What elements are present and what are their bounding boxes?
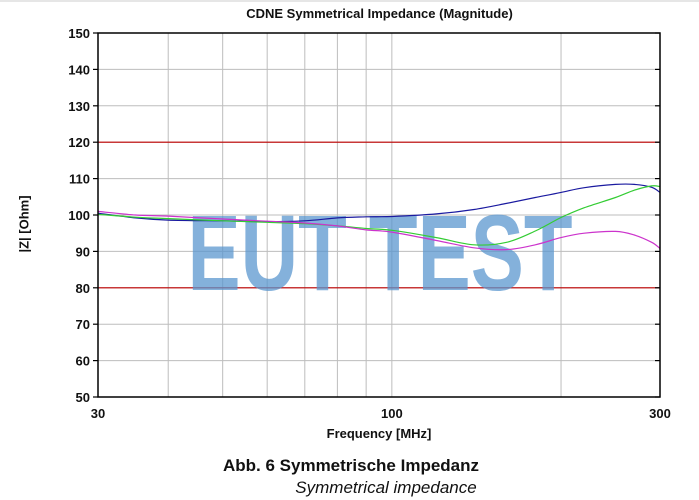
y-tick-label: 120 bbox=[68, 135, 90, 150]
y-tick-label: 70 bbox=[76, 317, 90, 332]
y-tick-label: 100 bbox=[68, 208, 90, 223]
x-tick-label: 300 bbox=[649, 406, 671, 421]
x-axis-ticks: 30 100 300 bbox=[91, 406, 671, 421]
y-tick-label: 140 bbox=[68, 62, 90, 77]
data-series bbox=[97, 183, 661, 251]
chart-title: CDNE Symmetrical Impedance (Magnitude) bbox=[246, 6, 513, 21]
y-axis-ticks: 50 60 70 80 90 100 110 120 130 140 150 bbox=[68, 26, 660, 405]
x-axis-label: Frequency [MHz] bbox=[326, 426, 432, 441]
y-tick-label: 90 bbox=[76, 244, 90, 259]
y-tick-label: 50 bbox=[76, 390, 90, 405]
series-line-magenta bbox=[97, 210, 661, 251]
y-tick-label: 110 bbox=[69, 172, 90, 187]
y-tick-label: 80 bbox=[76, 281, 90, 296]
x-tick-label: 100 bbox=[381, 406, 403, 421]
y-tick-label: 150 bbox=[68, 26, 90, 41]
top-border bbox=[0, 0, 699, 2]
series-line-green bbox=[97, 185, 661, 246]
y-tick-label: 130 bbox=[68, 99, 90, 114]
limit-lines bbox=[98, 141, 660, 289]
x-tick-label: 30 bbox=[91, 406, 105, 421]
figure-caption-english: Symmetrical impedance bbox=[295, 478, 477, 497]
watermark: EUT TEST bbox=[188, 192, 573, 313]
y-axis-label: |Z| [Ohm] bbox=[16, 195, 32, 253]
y-tick-label: 60 bbox=[76, 354, 90, 369]
figure-caption-german: Abb. 6 Symmetrische Impedanz bbox=[222, 456, 480, 475]
